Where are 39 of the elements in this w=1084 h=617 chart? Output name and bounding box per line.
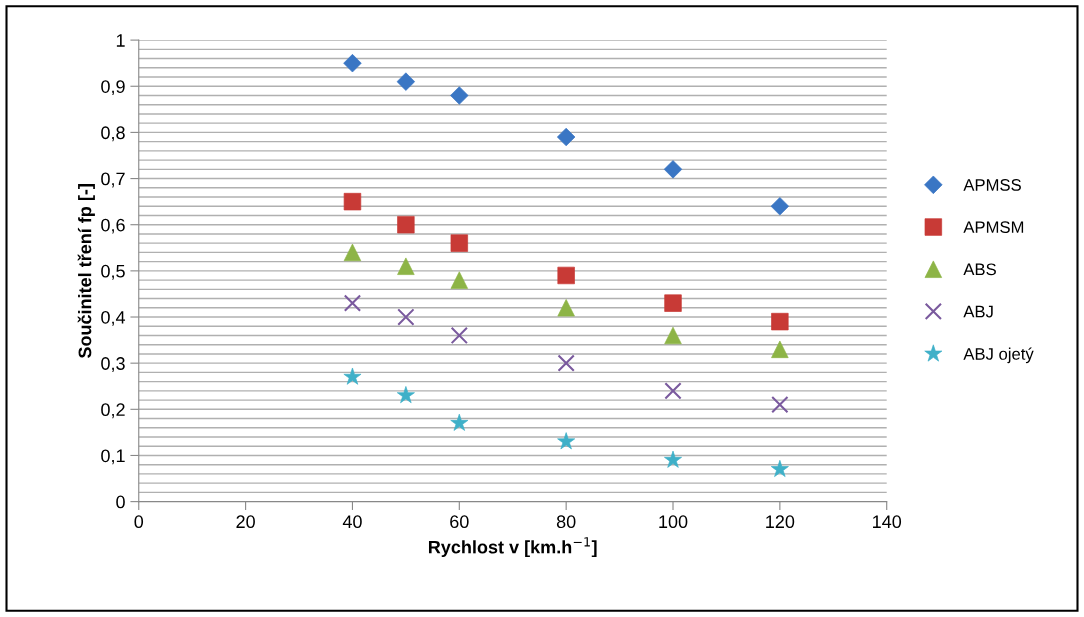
point <box>450 326 468 345</box>
x-tick-label: 40 <box>342 515 362 529</box>
y-tick-label: 0 <box>116 495 125 509</box>
point <box>450 234 468 252</box>
point <box>397 308 415 326</box>
y-tick-label: 0,5 <box>101 264 125 280</box>
x-tick-label: 80 <box>556 515 576 529</box>
y-axis-title: Součinitel tření fp [-] <box>77 184 95 359</box>
point <box>397 257 415 275</box>
point <box>396 72 416 91</box>
y-tick-label: 0,3 <box>101 357 125 373</box>
point <box>557 354 575 372</box>
point <box>397 216 415 234</box>
y-tick-label: 0,2 <box>101 403 125 419</box>
point <box>343 243 362 262</box>
y-tick-label: 0,1 <box>101 449 125 465</box>
point <box>771 340 789 358</box>
y-tick-label: 0,7 <box>101 172 125 188</box>
legend-label: ABJ <box>963 305 993 318</box>
point <box>343 294 362 312</box>
x-tick-label: 120 <box>766 515 795 529</box>
legend-label: ABS <box>963 263 996 276</box>
point <box>664 382 682 400</box>
y-tick-label: 0,8 <box>101 126 125 142</box>
x-tick-label: 140 <box>873 515 902 529</box>
y-tick-label: 0,9 <box>101 80 125 96</box>
x-tick-label: 20 <box>236 515 255 529</box>
point <box>771 396 789 414</box>
x-axis-title: Rychlost v [km.h$^{−1}$] <box>428 537 597 558</box>
x-tick-label: 0 <box>134 515 144 529</box>
legend-label: ABJ ojetý <box>963 347 1034 364</box>
point <box>450 86 469 105</box>
y-tick-label: 0,4 <box>101 310 126 326</box>
legend-label: APMSM <box>963 221 1024 234</box>
x-tick-label: 100 <box>659 515 688 529</box>
y-tick-label: 1 <box>116 34 125 47</box>
legend-label: APMSS <box>963 179 1021 191</box>
x-tick-label: 60 <box>450 515 469 529</box>
y-tick-label: 0,6 <box>101 218 125 234</box>
